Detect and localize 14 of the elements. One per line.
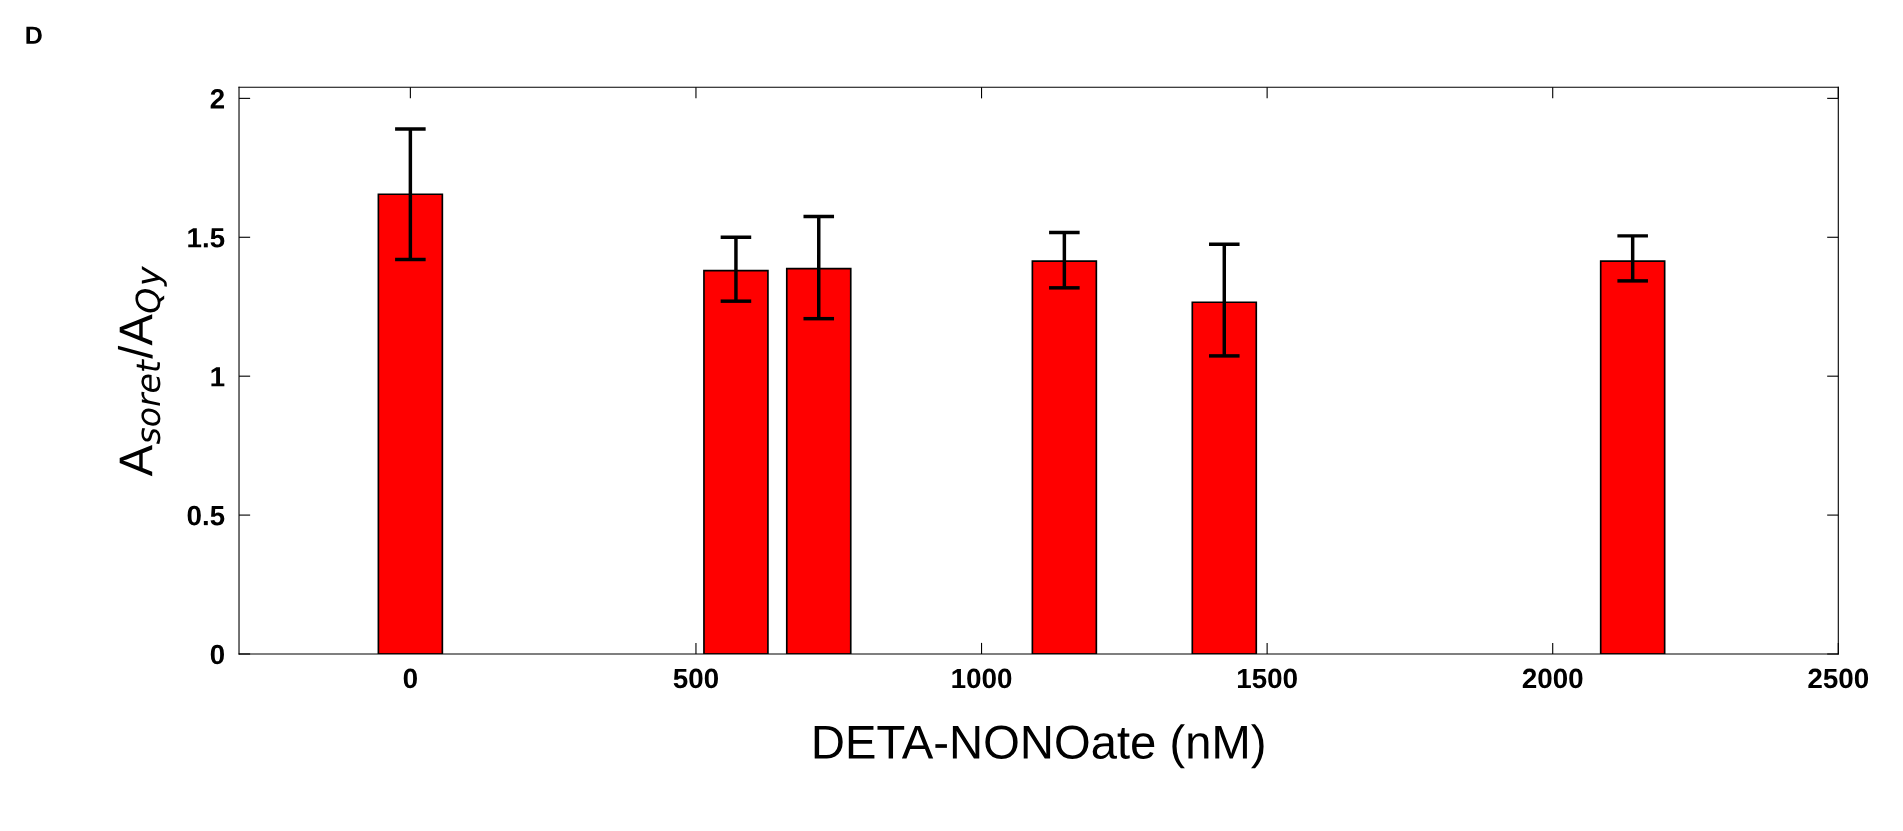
x-tick-label: 500: [673, 668, 718, 689]
y-axis-title: A$_{soret}$/A$_{Qy}$: [117, 266, 167, 477]
y-tick-label: 0.5: [187, 505, 225, 526]
x-tick-label: 2000: [1522, 668, 1583, 689]
y-tick-label: 0: [210, 644, 224, 665]
text: D: [26, 26, 42, 44]
x-tick-label: 2500: [1808, 668, 1869, 689]
x-axis-title: DETA-NONOate (nM): [814, 724, 1264, 769]
y-tick-label: 2: [210, 89, 225, 109]
y-tick-label: 1.5: [188, 228, 225, 248]
y-tick-label: 1: [211, 367, 225, 387]
x-tick-label: 1500: [1237, 668, 1297, 689]
x-tick-label: 1000: [952, 668, 1012, 689]
x-tick-label: 0: [403, 668, 417, 689]
